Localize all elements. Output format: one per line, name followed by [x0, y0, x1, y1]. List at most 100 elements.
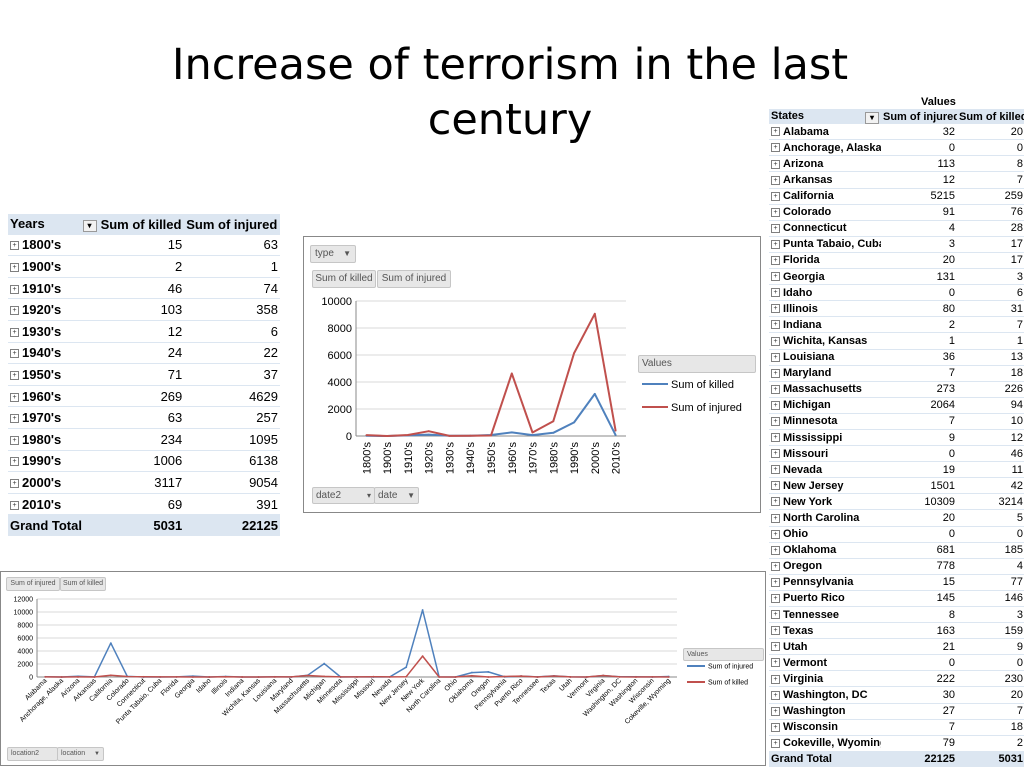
- row-label-cell[interactable]: +2000's: [8, 471, 99, 494]
- row-label-cell[interactable]: + Mississippi: [769, 429, 881, 447]
- expand-icon[interactable]: +: [771, 529, 780, 539]
- row-label-cell[interactable]: + New York: [769, 493, 881, 511]
- expand-icon[interactable]: +: [771, 239, 780, 249]
- row-label-cell[interactable]: + Maryland: [769, 365, 881, 382]
- row-label-cell[interactable]: + Idaho: [769, 284, 881, 302]
- expand-icon[interactable]: +: [771, 690, 780, 700]
- location2-filter-button[interactable]: location2: [7, 747, 58, 761]
- expand-icon[interactable]: +: [10, 478, 19, 488]
- row-label-cell[interactable]: +1940's: [8, 342, 99, 365]
- row-label-cell[interactable]: + Colorado: [769, 204, 881, 221]
- expand-icon[interactable]: +: [771, 545, 780, 555]
- filter-icon[interactable]: ▾: [865, 111, 879, 124]
- row-label-cell[interactable]: + Arizona: [769, 155, 881, 173]
- row-label-cell[interactable]: +1800's: [8, 234, 99, 257]
- sum-killed-field-button[interactable]: Sum of killed: [312, 270, 376, 288]
- row-label-cell[interactable]: +1910's: [8, 277, 99, 300]
- sum-injured-field-button[interactable]: Sum of injured: [6, 577, 60, 591]
- row-label-cell[interactable]: +1970's: [8, 406, 99, 429]
- expand-icon[interactable]: +: [771, 272, 780, 282]
- row-label-cell[interactable]: + Wichita, Kansas: [769, 332, 881, 350]
- expand-icon[interactable]: +: [10, 457, 19, 467]
- expand-icon[interactable]: +: [771, 465, 780, 475]
- expand-icon[interactable]: +: [771, 706, 780, 716]
- expand-icon[interactable]: +: [771, 400, 780, 410]
- row-label-cell[interactable]: + Florida: [769, 252, 881, 270]
- expand-icon[interactable]: +: [771, 481, 780, 491]
- expand-icon[interactable]: +: [771, 256, 780, 266]
- row-label-cell[interactable]: +1920's: [8, 298, 99, 321]
- location-filter-button[interactable]: location ▼: [57, 747, 104, 761]
- expand-icon[interactable]: +: [771, 175, 780, 185]
- row-label-cell[interactable]: + Wisconsin: [769, 719, 881, 736]
- expand-icon[interactable]: +: [771, 159, 780, 169]
- row-label-cell[interactable]: + Connecticut: [769, 220, 881, 237]
- row-label-cell[interactable]: + Louisiana: [769, 349, 881, 366]
- expand-icon[interactable]: +: [771, 513, 780, 523]
- expand-icon[interactable]: +: [10, 306, 19, 316]
- expand-icon[interactable]: +: [10, 349, 19, 359]
- expand-icon[interactable]: +: [771, 626, 780, 636]
- expand-icon[interactable]: +: [771, 288, 780, 298]
- row-label-cell[interactable]: + Massachusetts: [769, 381, 881, 398]
- row-label-cell[interactable]: + Punta Tabaio, Cuba: [769, 236, 881, 253]
- expand-icon[interactable]: +: [771, 722, 780, 732]
- row-label-cell[interactable]: + Oregon: [769, 558, 881, 575]
- row-label-cell[interactable]: + Anchorage, Alaska: [769, 139, 881, 157]
- expand-icon[interactable]: +: [771, 577, 780, 587]
- expand-icon[interactable]: +: [771, 417, 780, 427]
- expand-icon[interactable]: +: [10, 241, 19, 251]
- row-label-cell[interactable]: + California: [769, 188, 881, 205]
- expand-icon[interactable]: +: [10, 392, 19, 402]
- row-label-cell[interactable]: + Texas: [769, 622, 881, 640]
- row-label-cell[interactable]: + Vermont: [769, 654, 881, 672]
- expand-icon[interactable]: +: [771, 304, 780, 314]
- expand-icon[interactable]: +: [771, 738, 780, 748]
- expand-icon[interactable]: +: [771, 561, 780, 571]
- row-label-cell[interactable]: + Ohio: [769, 526, 881, 543]
- row-label-cell[interactable]: + New Jersey: [769, 477, 881, 495]
- row-label-cell[interactable]: + Cokeville, Wyoming: [769, 735, 881, 752]
- row-label-cell[interactable]: +1950's: [8, 363, 99, 386]
- expand-icon[interactable]: +: [771, 384, 780, 394]
- expand-icon[interactable]: +: [771, 610, 780, 620]
- expand-icon[interactable]: +: [771, 642, 780, 652]
- expand-icon[interactable]: +: [771, 352, 780, 362]
- row-label-cell[interactable]: + Missouri: [769, 445, 881, 463]
- expand-icon[interactable]: +: [771, 223, 780, 233]
- row-label-cell[interactable]: +1990's: [8, 450, 99, 473]
- date2-filter-button[interactable]: date2 ▾: [312, 487, 375, 504]
- expand-icon[interactable]: +: [10, 284, 19, 294]
- expand-icon[interactable]: +: [771, 127, 780, 137]
- years-header[interactable]: Years ▾: [8, 214, 99, 235]
- row-label-cell[interactable]: +2010's: [8, 493, 99, 516]
- sum-killed-field-button[interactable]: Sum of killed: [60, 577, 106, 591]
- filter-icon[interactable]: ▾: [82, 220, 97, 233]
- expand-icon[interactable]: +: [771, 143, 780, 153]
- row-label-cell[interactable]: + Minnesota: [769, 413, 881, 430]
- row-label-cell[interactable]: + Nevada: [769, 461, 881, 479]
- row-label-cell[interactable]: + Virginia: [769, 670, 881, 688]
- row-label-cell[interactable]: + Tennessee: [769, 606, 881, 624]
- row-label-cell[interactable]: +1960's: [8, 385, 99, 408]
- expand-icon[interactable]: +: [10, 414, 19, 424]
- expand-icon[interactable]: +: [771, 658, 780, 668]
- expand-icon[interactable]: +: [771, 207, 780, 217]
- row-label-cell[interactable]: + Washington: [769, 703, 881, 720]
- row-label-cell[interactable]: + Puerto Rico: [769, 590, 881, 608]
- expand-icon[interactable]: +: [771, 449, 780, 459]
- expand-icon[interactable]: +: [771, 674, 780, 684]
- row-label-cell[interactable]: + Michigan: [769, 397, 881, 414]
- row-label-cell[interactable]: + Utah: [769, 638, 881, 656]
- expand-icon[interactable]: +: [771, 433, 780, 443]
- row-label-cell[interactable]: +1900's: [8, 255, 99, 278]
- states-header[interactable]: States ▾: [769, 109, 881, 125]
- row-label-cell[interactable]: + Arkansas: [769, 171, 881, 189]
- expand-icon[interactable]: +: [10, 327, 19, 337]
- date-filter-button[interactable]: date ▼: [374, 487, 419, 504]
- row-label-cell[interactable]: +1930's: [8, 320, 99, 343]
- expand-icon[interactable]: +: [771, 594, 780, 604]
- row-label-cell[interactable]: + Alabama: [769, 124, 881, 141]
- expand-icon[interactable]: +: [771, 497, 780, 507]
- row-label-cell[interactable]: + Washington, DC: [769, 686, 881, 704]
